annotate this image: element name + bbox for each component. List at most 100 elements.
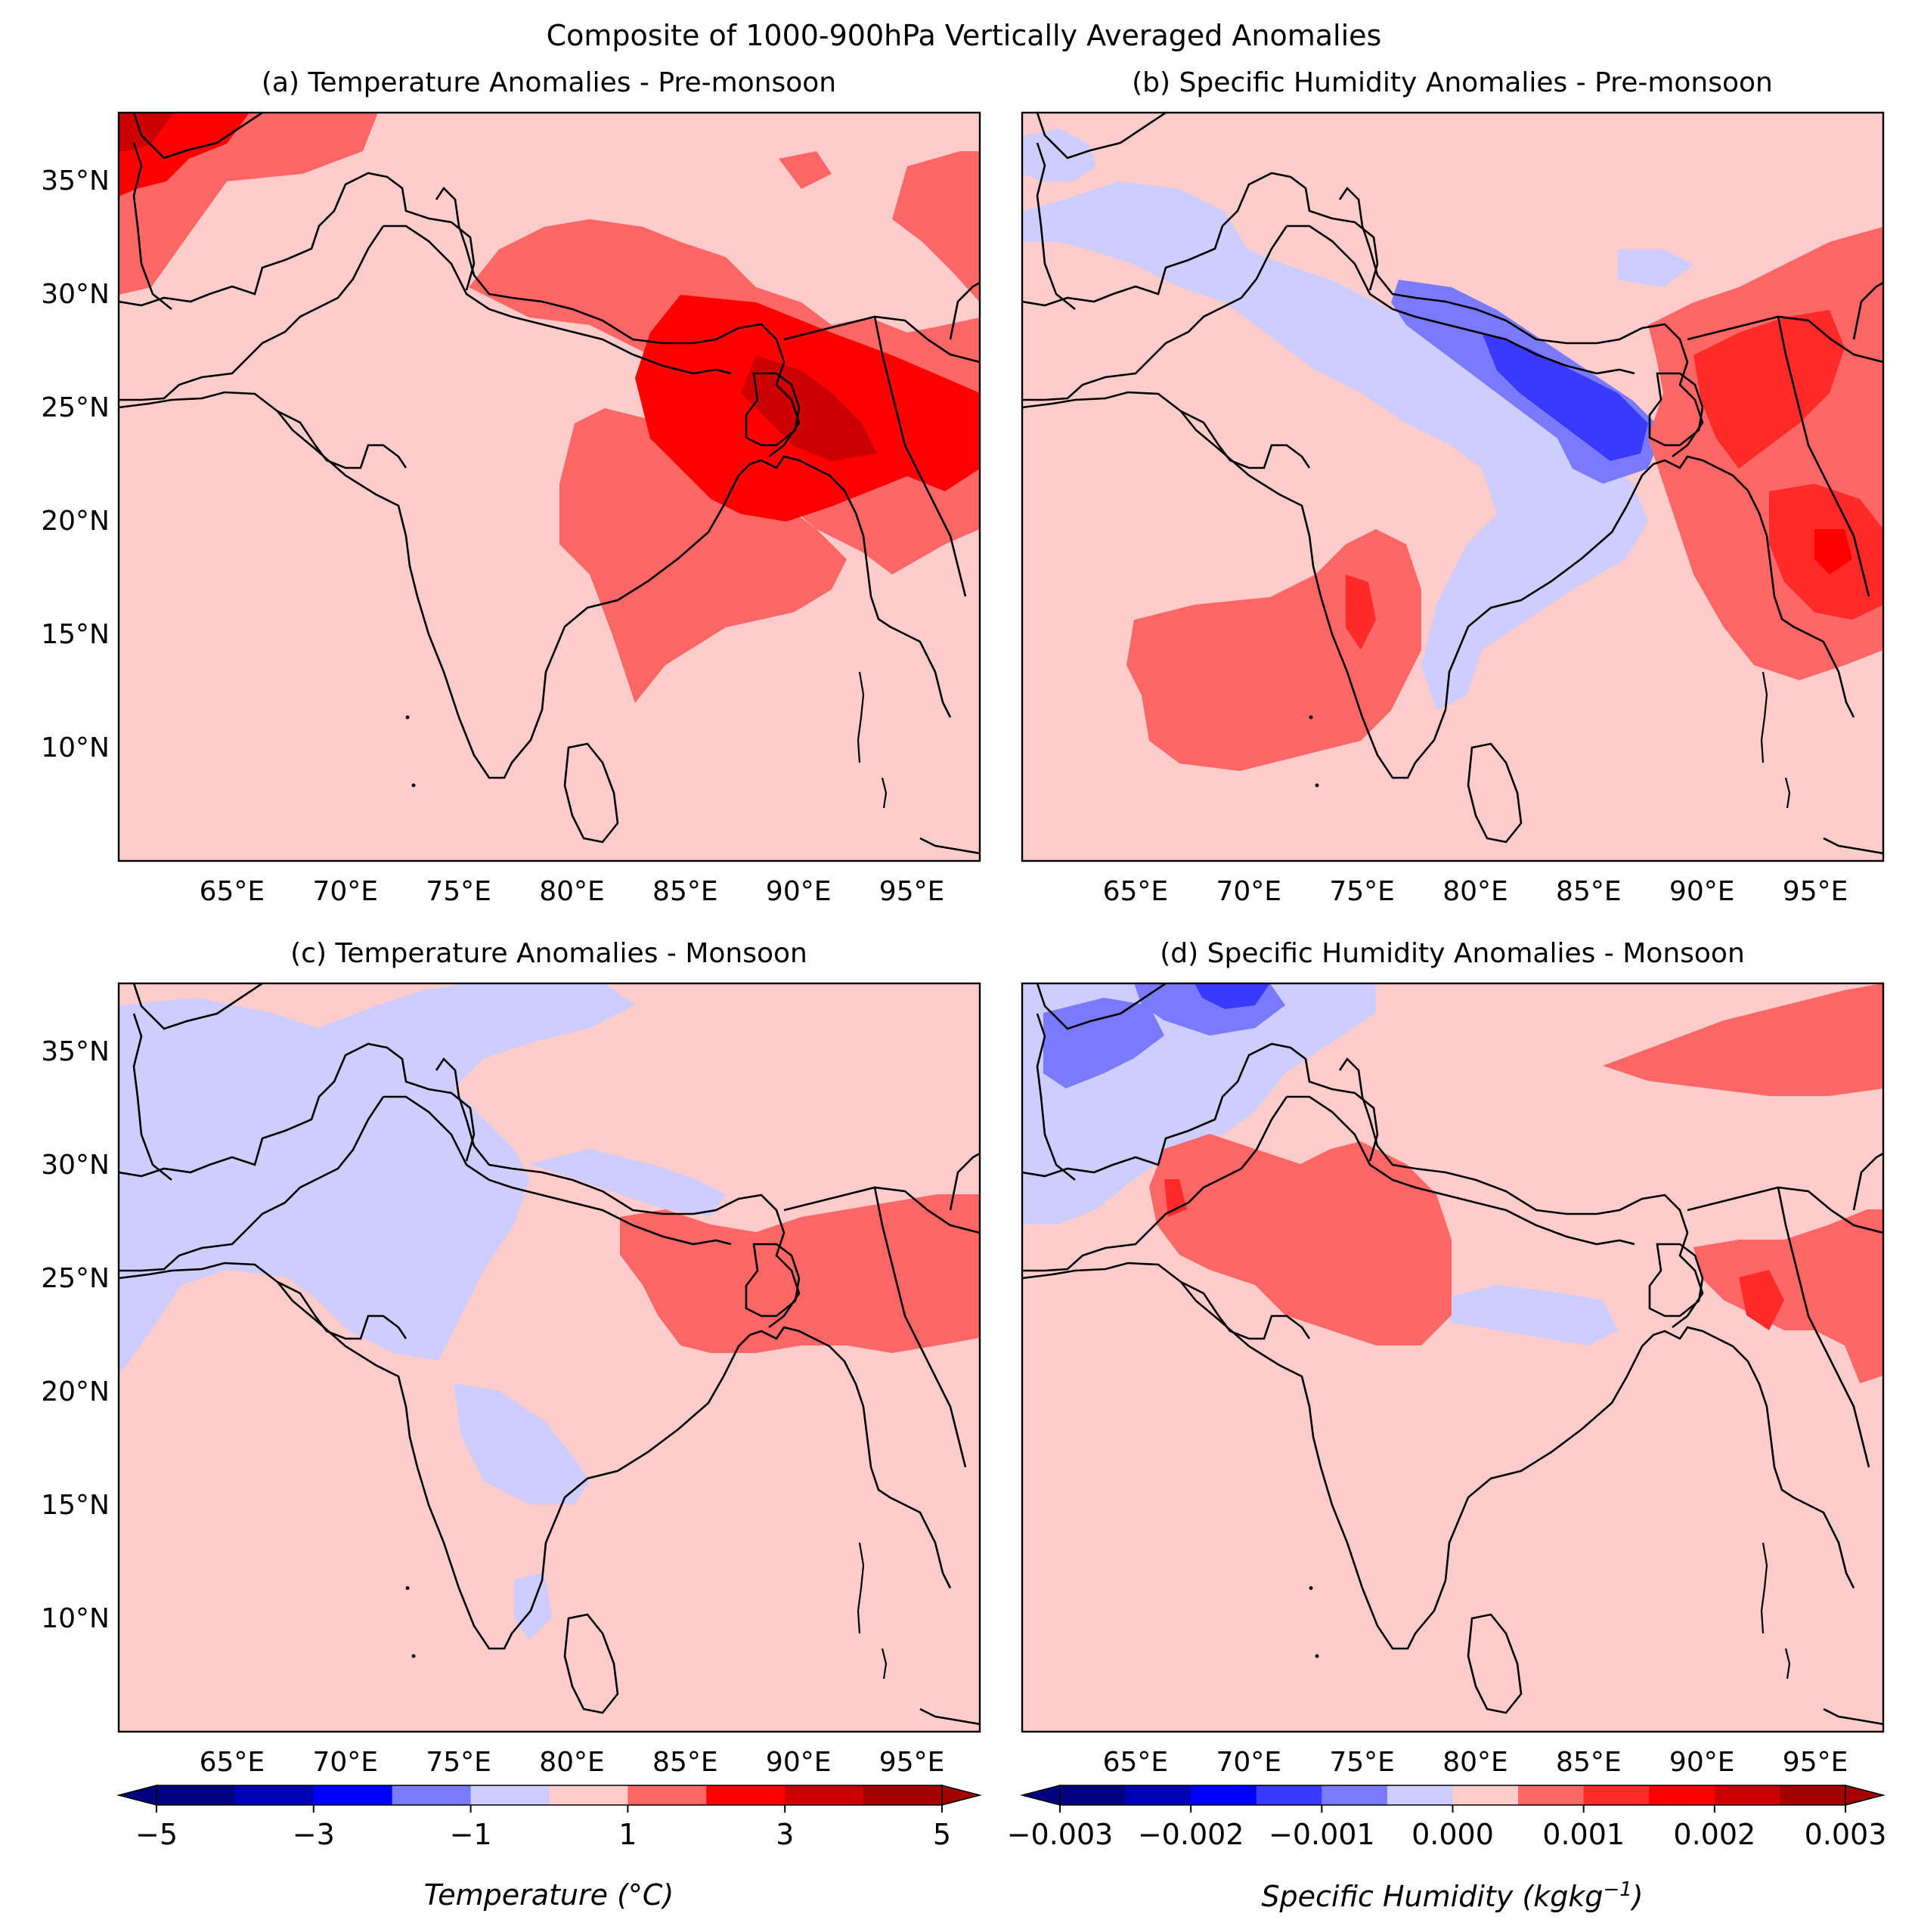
panel-d-map xyxy=(1022,983,1883,1732)
colorbar-temperature-blocks xyxy=(116,1785,982,1806)
colorbar-humidity-label-exp: −1 xyxy=(1603,1878,1631,1901)
colorbar-block xyxy=(1518,1785,1585,1805)
lon-tick-label: 90°E xyxy=(766,876,832,907)
colorbar-tick-label: −0.002 xyxy=(1138,1818,1244,1851)
colorbar-humidity-label-close: ) xyxy=(1630,1880,1644,1913)
lon-tick-label: 85°E xyxy=(1556,876,1622,907)
lon-tick-label: 75°E xyxy=(426,876,491,907)
lon-tick-label: 90°E xyxy=(1669,876,1735,907)
colorbar-tick-label: 5 xyxy=(933,1818,951,1851)
lon-tick-label: 95°E xyxy=(879,1747,945,1778)
colorbar-humidity: −0.003 −0.002 −0.001 0.000 0.001 0.002 0.003 S… xyxy=(1007,1785,1887,1913)
lon-tick-label: 65°E xyxy=(1103,1747,1169,1778)
lon-tick-label: 65°E xyxy=(200,1747,265,1778)
panel-d-frame xyxy=(1021,982,1885,1733)
lon-tick-label: 80°E xyxy=(1442,1747,1508,1778)
colorbar-block xyxy=(1714,1785,1780,1805)
lon-tick-label: 95°E xyxy=(879,876,945,907)
lat-tick-label: 20°N xyxy=(41,506,110,537)
panel-d-title: (d) Specific Humidity Anomalies - Monsoo… xyxy=(1160,938,1745,969)
colorbar-humidity-label-main: Specific Humidity ( xyxy=(1261,1880,1535,1913)
colorbar-humidity-label-unit: kgkg xyxy=(1533,1880,1603,1913)
colorbar-block xyxy=(1322,1785,1388,1805)
axis-layer: 65°E 70°E 75°E 80°E 85°E 90°E 95°E 35°N 30°N 25°N… xyxy=(41,166,1848,1778)
colorbar-block xyxy=(706,1785,786,1805)
colorbar-block xyxy=(313,1785,393,1805)
colorbar-humidity-blocks xyxy=(1020,1785,1886,1806)
colorbar-block xyxy=(234,1785,315,1805)
colorbar-block xyxy=(1780,1785,1846,1805)
colorbar-temperature-label: Temperature (°C) xyxy=(424,1878,674,1912)
panel-c-map xyxy=(119,983,980,1732)
panel-c-title: (c) Temperature Anomalies - Monsoon xyxy=(290,938,807,969)
lat-tick-label: 30°N xyxy=(41,1150,110,1181)
colorbar-tick-label: 3 xyxy=(776,1818,794,1851)
colorbar-block xyxy=(549,1785,628,1805)
panel-d: (d) Specific Humidity Anomalies - Monsoo… xyxy=(1021,938,1885,1733)
lon-tick-label: 90°E xyxy=(766,1747,832,1778)
colorbar-block xyxy=(785,1785,864,1805)
colorbar-tick-label: 0.003 xyxy=(1805,1818,1887,1851)
lat-tick-label: 10°N xyxy=(41,1603,110,1634)
lon-tick-label: 95°E xyxy=(1783,876,1848,907)
panel-a-map xyxy=(119,113,980,861)
panel-a: (a) Temperature Anomalies - Pre-monsoon xyxy=(117,67,981,862)
panel-b-map xyxy=(1022,113,1883,861)
lat-tick-label: 35°N xyxy=(41,166,110,197)
lat-tick-label: 30°N xyxy=(41,279,110,310)
colorbar-tick-label: −3 xyxy=(293,1818,335,1851)
colorbar-block xyxy=(1387,1785,1453,1805)
colorbar-tick-label: −0.003 xyxy=(1007,1818,1114,1851)
lat-tick-label: 20°N xyxy=(41,1376,110,1407)
lon-tick-label: 70°E xyxy=(312,876,378,907)
lon-tick-label: 80°E xyxy=(539,1747,605,1778)
lat-tick-label: 35°N xyxy=(41,1036,110,1067)
lon-tick-label: 75°E xyxy=(426,1747,491,1778)
colorbar-temperature: −5 −3 −1 1 3 5 Temperature (°C) xyxy=(116,1785,982,1912)
colorbar-humidity-label: Specific Humidity (kgkg−1) xyxy=(1261,1878,1643,1913)
lon-tick-label: 70°E xyxy=(1216,1747,1281,1778)
colorbar-block xyxy=(392,1785,472,1805)
lon-tick-label: 75°E xyxy=(1329,876,1395,907)
lon-tick-label: 75°E xyxy=(1329,1747,1395,1778)
colorbar-block xyxy=(470,1785,550,1805)
panel-c-frame xyxy=(117,982,981,1733)
colorbar-tick-label: 1 xyxy=(618,1818,637,1851)
panel-b-title: (b) Specific Humidity Anomalies - Pre-mo… xyxy=(1132,67,1773,98)
lat-tick-label: 15°N xyxy=(41,619,110,650)
lat-tick-label: 25°N xyxy=(41,1263,110,1294)
lon-tick-label: 70°E xyxy=(312,1747,378,1778)
lon-tick-label: 65°E xyxy=(200,876,265,907)
colorbar-humidity-ticks: −0.003 −0.002 −0.001 0.000 0.001 0.002 0.003 xyxy=(1007,1805,1887,1851)
colorbar-block xyxy=(1649,1785,1715,1805)
colorbar-tick-label: 0.001 xyxy=(1542,1818,1625,1851)
lon-tick-label: 80°E xyxy=(1442,876,1508,907)
lat-tick-label: 10°N xyxy=(41,732,110,763)
lon-tick-label: 90°E xyxy=(1669,1747,1735,1778)
colorbar-tick-label: −1 xyxy=(450,1818,492,1851)
colorbar-tick-label: −0.001 xyxy=(1269,1818,1375,1851)
colorbar-block xyxy=(627,1785,707,1805)
colorbar-block xyxy=(863,1785,943,1805)
panel-c: (c) Temperature Anomalies - Monsoon xyxy=(117,938,981,1733)
lon-tick-label: 85°E xyxy=(652,1747,718,1778)
lon-tick-label: 85°E xyxy=(1556,1747,1622,1778)
colorbar-block xyxy=(1125,1785,1191,1805)
lon-tick-label: 80°E xyxy=(539,876,605,907)
panel-b-frame xyxy=(1021,111,1885,862)
lon-tick-label: 85°E xyxy=(652,876,718,907)
panel-a-title: (a) Temperature Anomalies - Pre-monsoon xyxy=(262,67,836,98)
lon-tick-label: 65°E xyxy=(1103,876,1169,907)
lon-tick-label: 95°E xyxy=(1783,1747,1848,1778)
colorbar-tick-label: 0.002 xyxy=(1673,1818,1755,1851)
panel-a-frame xyxy=(117,111,981,862)
colorbar-tick-label: 0.000 xyxy=(1411,1818,1494,1851)
colorbar-temperature-ticks: −5 −3 −1 1 3 5 xyxy=(135,1805,951,1851)
colorbar-block xyxy=(1060,1785,1126,1805)
colorbar-block xyxy=(1256,1785,1322,1805)
panel-b: (b) Specific Humidity Anomalies - Pre-mo… xyxy=(1021,67,1885,862)
lon-tick-label: 70°E xyxy=(1216,876,1281,907)
lat-tick-label: 15°N xyxy=(41,1490,110,1521)
figure-title: Composite of 1000-900hPa Vertically Aver… xyxy=(547,19,1382,52)
